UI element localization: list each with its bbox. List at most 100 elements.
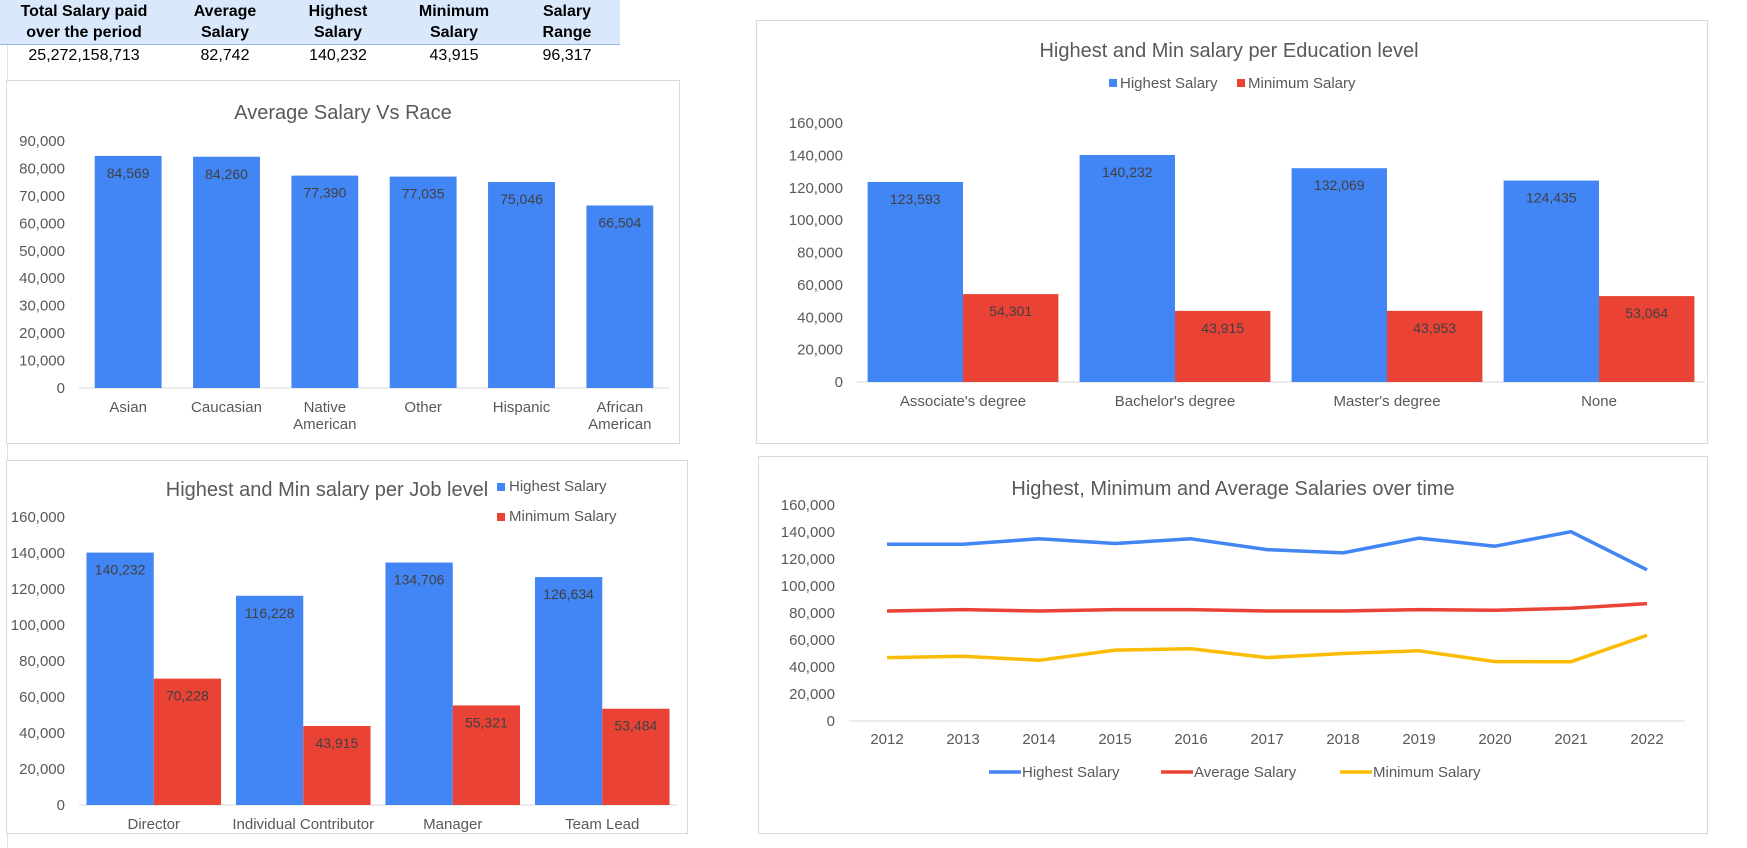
time-line-highest-salary xyxy=(887,529,1648,572)
race-ytick: 70,000 xyxy=(19,188,65,205)
job-level-chart[interactable]: Highest and Min salary per Job level 0 20,… xyxy=(6,460,688,834)
race-data-label: 77,390 xyxy=(303,185,346,201)
joblevel-data-label: 134,706 xyxy=(394,572,445,588)
race-bar-highest xyxy=(488,182,555,388)
education-legend-label: Highest Salary xyxy=(1120,75,1218,92)
race-category-label: Other xyxy=(404,399,442,416)
education-bar-highest xyxy=(1079,154,1175,382)
race-bar-highest xyxy=(389,176,457,388)
joblevel-legend-label: Minimum Salary xyxy=(509,508,617,525)
race-category-label: Native xyxy=(304,399,347,416)
joblevel-ytick: 160,000 xyxy=(11,509,65,526)
joblevel-ytick: 60,000 xyxy=(19,689,65,706)
joblevel-category-label: Individual Contributor xyxy=(232,816,374,833)
race-bar-highest xyxy=(586,205,654,388)
header-highest-salary: Highest Salary xyxy=(282,0,394,45)
joblevel-ytick: 0 xyxy=(57,797,65,814)
race-ytick: 60,000 xyxy=(19,215,65,232)
time-ytick: 20,000 xyxy=(789,686,835,703)
value-minimum-salary: 43,915 xyxy=(429,47,479,64)
joblevel-data-label: 55,321 xyxy=(465,714,508,730)
race-data-label: 77,035 xyxy=(402,186,445,202)
joblevel-legend-swatch xyxy=(497,483,505,491)
time-legend-label: Average Salary xyxy=(1194,764,1297,781)
joblevel-ytick: 80,000 xyxy=(19,653,65,670)
race-ytick: 0 xyxy=(57,380,65,397)
time-ytick: 80,000 xyxy=(789,605,835,622)
education-chart[interactable]: Highest and Min salary per Education lev… xyxy=(756,20,1708,444)
education-legend-label: Minimum Salary xyxy=(1248,75,1356,92)
summary-table: Total Salary paid over the period Averag… xyxy=(0,0,620,67)
time-x-tick: 2014 xyxy=(1022,731,1055,748)
value-total-salary: 25,272,158,713 xyxy=(28,47,140,64)
time-x-tick: 2016 xyxy=(1174,731,1207,748)
joblevel-bar-highest xyxy=(534,577,603,805)
joblevel-category-label: Team Lead xyxy=(565,816,639,833)
education-data-label: 53,064 xyxy=(1625,305,1668,321)
time-x-tick: 2015 xyxy=(1098,731,1131,748)
education-data-label: 132,069 xyxy=(1314,177,1365,193)
education-chart-svg: Highest and Min salary per Education lev… xyxy=(789,40,1705,410)
education-category-label: None xyxy=(1581,393,1617,410)
education-bar-highest xyxy=(1291,168,1387,382)
education-category-label: Bachelor's degree xyxy=(1115,393,1235,410)
joblevel-ytick: 40,000 xyxy=(19,725,65,742)
race-chart-svg: Average Salary Vs Race 0 10,000 20,000 30,00… xyxy=(19,102,669,433)
joblevel-ytick: 140,000 xyxy=(11,545,65,562)
joblevel-category-label: Director xyxy=(127,816,180,833)
education-bar-highest xyxy=(867,181,963,382)
header-average-salary: Average Salary xyxy=(168,0,282,45)
joblevel-bar-minimum xyxy=(303,725,371,805)
race-category-label: African xyxy=(596,399,643,416)
education-ytick: 80,000 xyxy=(797,245,843,262)
joblevel-legend-label: Highest Salary xyxy=(509,478,607,495)
joblevel-chart-title: Highest and Min salary per Job level xyxy=(166,479,488,501)
race-data-label: 75,046 xyxy=(500,191,543,207)
race-chart[interactable]: Average Salary Vs Race 0 10,000 20,000 30,00… xyxy=(6,80,680,444)
education-data-label: 124,435 xyxy=(1526,190,1577,206)
header-salary-range: Salary Range xyxy=(514,0,620,45)
joblevel-bar-highest xyxy=(86,552,154,805)
education-category-label: Associate's degree xyxy=(900,393,1026,410)
race-data-label: 84,569 xyxy=(107,165,150,181)
time-ytick: 60,000 xyxy=(789,632,835,649)
race-category-label: Caucasian xyxy=(191,399,262,416)
header-minimum-salary: Minimum Salary xyxy=(394,0,514,45)
time-x-tick: 2021 xyxy=(1554,731,1587,748)
time-chart[interactable]: Highest, Minimum and Average Salaries ov… xyxy=(758,456,1708,834)
time-chart-svg: Highest, Minimum and Average Salaries ov… xyxy=(781,478,1685,781)
race-category-label: Hispanic xyxy=(493,399,551,416)
education-legend-swatch xyxy=(1237,79,1245,87)
time-x-tick: 2019 xyxy=(1402,731,1435,748)
race-category-label: American xyxy=(588,416,651,433)
time-chart-title: Highest, Minimum and Average Salaries ov… xyxy=(1011,478,1454,500)
joblevel-legend-swatch xyxy=(497,513,505,521)
joblevel-category-label: Manager xyxy=(423,816,482,833)
education-ytick: 20,000 xyxy=(797,342,843,359)
education-legend-swatch xyxy=(1109,79,1117,87)
race-data-label: 84,260 xyxy=(205,166,248,182)
race-ytick: 20,000 xyxy=(19,325,65,342)
education-bar-highest xyxy=(1503,180,1599,382)
joblevel-data-label: 140,232 xyxy=(95,562,146,578)
job-level-chart-svg: Highest and Min salary per Job level 0 20,… xyxy=(11,478,677,833)
race-bar-highest xyxy=(193,156,260,388)
joblevel-bar-minimum xyxy=(452,705,521,805)
education-ytick: 140,000 xyxy=(789,147,843,164)
joblevel-bar-minimum xyxy=(602,708,670,805)
race-ytick: 90,000 xyxy=(19,133,65,150)
education-chart-title: Highest and Min salary per Education lev… xyxy=(1039,40,1418,62)
value-average-salary: 82,742 xyxy=(200,47,250,64)
education-ytick: 40,000 xyxy=(797,309,843,326)
time-line-minimum-salary xyxy=(886,633,1648,664)
race-chart-title: Average Salary Vs Race xyxy=(234,102,452,124)
time-ytick: 40,000 xyxy=(789,659,835,676)
education-ytick: 120,000 xyxy=(789,180,843,197)
race-category-label: American xyxy=(293,416,356,433)
time-x-tick: 2020 xyxy=(1478,731,1511,748)
education-data-label: 123,593 xyxy=(890,191,941,207)
education-data-label: 43,915 xyxy=(1201,320,1244,336)
education-data-label: 140,232 xyxy=(1102,164,1153,180)
education-ytick: 160,000 xyxy=(789,115,843,132)
time-ytick: 100,000 xyxy=(781,578,835,595)
